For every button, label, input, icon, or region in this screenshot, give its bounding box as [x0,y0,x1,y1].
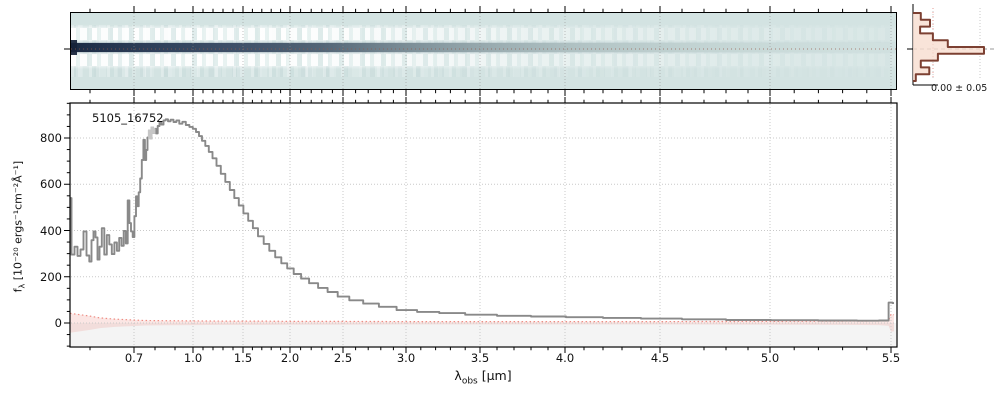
histogram-annotation: 0.00 ± 0.05 [931,83,988,94]
y-tick-label: 600 [40,177,62,192]
x-tick-label: 4.0 [555,351,575,365]
uncertainty-band [70,313,894,333]
below-zero-shading [71,323,896,346]
x-tick-label: 5.0 [760,351,780,365]
source-id-label: 5105_16752 [92,111,164,125]
spectrum-line [70,118,894,322]
uncertainty-line [69,312,895,323]
x-tick-label: 2.0 [280,351,300,365]
spectrum-2d-panel [70,12,897,90]
y-tick-label: 0 [54,316,62,330]
x-tick-label: 3.5 [470,351,490,365]
x-tick-label: 0.7 [124,351,144,365]
spectrum-line-masked [147,126,156,140]
histogram-steps [913,12,985,82]
x-tick-label: 5.5 [881,351,901,365]
y-tick-label: 400 [40,223,62,238]
y-tick-label: 800 [40,131,62,145]
x-tick-label: 2.5 [333,351,353,365]
x-axis-label: λobs [μm] [454,368,512,387]
x-tick-label: 4.5 [650,351,670,365]
x-tick-label: 1.5 [233,351,253,365]
x-tick-label: 1.0 [183,351,203,365]
main-axes-spines [69,102,898,348]
y-tick-label: 200 [40,269,62,284]
fade-overlay [71,13,896,89]
x-tick-label: 3.0 [396,351,416,365]
